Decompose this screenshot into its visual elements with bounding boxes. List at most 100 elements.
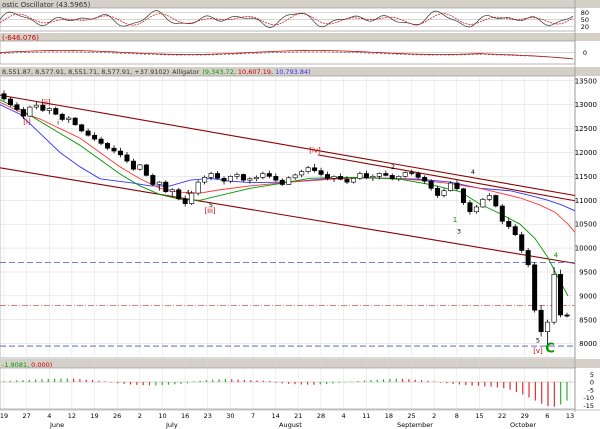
alligator-red-value: 10,607.19, — [238, 68, 273, 76]
awesome-oscillator-panel — [0, 378, 575, 407]
candle — [98, 136, 104, 146]
candle — [350, 177, 356, 184]
date-tick-label: 16 — [181, 412, 189, 420]
candle-body — [1, 93, 7, 100]
date-tick-label: 2 — [138, 412, 142, 420]
price-tick-label: 9500 — [579, 268, 597, 276]
wave-label-red: [i] — [23, 118, 31, 126]
candle — [545, 319, 551, 349]
candle-body — [85, 130, 91, 136]
candle — [14, 102, 20, 112]
panel-backgrounds — [0, 0, 600, 412]
month-label: July — [165, 421, 178, 429]
date-tick-label: 15 — [475, 412, 483, 420]
wave-label-red: [iii] — [204, 207, 216, 215]
candle — [156, 181, 162, 191]
candle-body — [33, 104, 39, 108]
price-tick-label: 9000 — [579, 292, 597, 300]
date-tick-label: 29 — [521, 412, 529, 420]
alligator-teeth-line — [0, 101, 576, 233]
date-tick-label: 21 — [294, 412, 302, 420]
date-tick-label: 4 — [47, 412, 51, 420]
wave-label-black: 5 — [209, 201, 213, 209]
candle — [176, 187, 182, 201]
wave-label-black: iii — [162, 181, 168, 189]
candle-body — [454, 182, 460, 190]
stochastic-panel — [0, 10, 575, 28]
resistance-line — [317, 154, 576, 202]
panel-header-strip — [0, 0, 600, 8]
candle-body — [176, 189, 182, 200]
wave-label-black: 4 — [186, 189, 190, 197]
candle — [299, 169, 305, 178]
candle-body — [383, 173, 389, 176]
candle — [208, 171, 214, 181]
candle-body — [299, 171, 305, 176]
date-tick-label: 22 — [498, 412, 506, 420]
candle — [480, 197, 486, 208]
candle — [189, 190, 195, 206]
candle — [46, 107, 52, 115]
candle-body — [512, 226, 518, 235]
candle-body — [247, 178, 253, 181]
channel-upper-line — [0, 94, 576, 197]
candle — [415, 171, 421, 180]
candle-body — [59, 113, 65, 120]
candle-body — [221, 177, 227, 182]
candle-body — [105, 143, 111, 149]
candle — [435, 185, 441, 198]
candle — [538, 305, 544, 337]
candle-body — [7, 98, 13, 105]
osc2-signal-line — [0, 51, 574, 59]
candle — [202, 175, 208, 185]
candle — [383, 170, 389, 177]
price-tick-label: 10500 — [575, 221, 597, 229]
wave-label-black: 2 — [391, 163, 395, 171]
grid-lines — [0, 76, 575, 409]
panel-headers: ostic Oscillator (43.5965) (-646.076) 8,… — [2, 1, 311, 369]
candle — [519, 231, 525, 253]
candle-body — [182, 198, 188, 204]
candle — [79, 123, 85, 133]
candle — [454, 180, 460, 191]
candle-body — [486, 195, 492, 200]
date-tick-label: 18 — [385, 412, 393, 420]
candle — [448, 181, 454, 192]
ao-green-value: -1.9081, — [2, 361, 29, 369]
stoch-header: ostic Oscillator (43.5965) — [2, 1, 91, 9]
candle-body — [266, 173, 272, 177]
candle-body — [66, 117, 72, 120]
candle-body — [286, 177, 292, 185]
candle-body — [227, 176, 233, 182]
axes: 1350013000125001200011500110001050010000… — [0, 9, 600, 429]
wave-label-green: 1 — [453, 216, 457, 224]
candle-body — [318, 170, 324, 175]
stoch-axis-label: 20 — [581, 23, 589, 31]
candle-body — [532, 264, 538, 311]
date-tick-label: 19 — [0, 412, 8, 420]
date-tick-label: 19 — [90, 412, 98, 420]
alligator-lips-line — [0, 99, 569, 297]
candle-body — [435, 188, 441, 196]
panel-header-strip — [0, 33, 600, 41]
panel-border — [0, 367, 576, 410]
candle-body — [545, 321, 551, 333]
ao-axis-label: -15 — [583, 402, 594, 410]
candle — [227, 175, 233, 184]
price-tick-label: 8500 — [579, 316, 597, 324]
candle-body — [415, 173, 421, 178]
candle — [130, 158, 136, 171]
candle — [240, 173, 246, 183]
candle-body — [240, 174, 246, 181]
candle — [486, 193, 492, 202]
date-tick-label: 8 — [455, 412, 459, 420]
candle-body — [441, 190, 447, 196]
candle — [66, 116, 72, 123]
candle — [525, 248, 531, 268]
candle-body — [137, 164, 143, 170]
candle — [137, 163, 143, 171]
candle-body — [493, 195, 499, 207]
candle-body — [117, 150, 123, 156]
